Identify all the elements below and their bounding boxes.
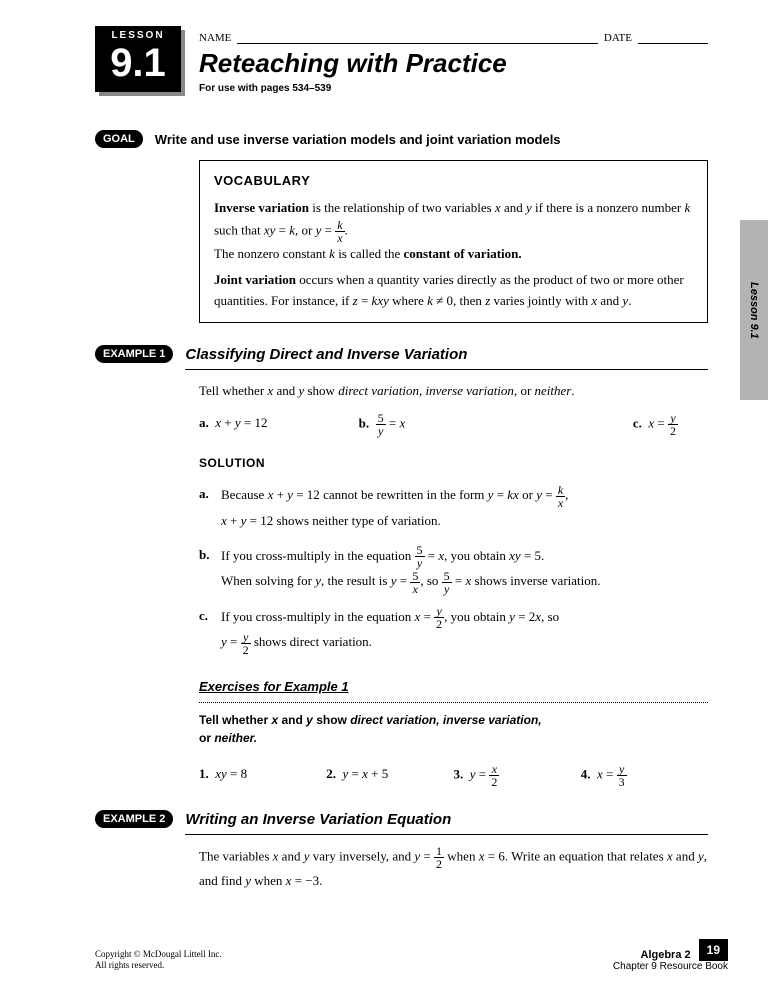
solution-title: SOLUTION [199, 453, 708, 473]
footer-right: Algebra 219 Chapter 9 Resource Book [613, 939, 728, 972]
vocab-line-1: Inverse variation is the relationship of… [214, 198, 693, 244]
lesson-box: LESSON 9.1 [95, 26, 181, 92]
example-2-title: Writing an Inverse Variation Equation [185, 810, 708, 835]
example-2-body: The variables x and y vary inversely, an… [199, 845, 708, 892]
date-label: DATE [604, 32, 632, 44]
side-tab: Lesson 9.1 [740, 220, 768, 400]
page-number: 19 [699, 939, 728, 961]
name-date-row: NAME DATE [199, 32, 708, 44]
example-1-title: Classifying Direct and Inverse Variation [185, 345, 708, 370]
goal-pill: GOAL [95, 130, 143, 148]
vocab-line-2: The nonzero constant k is called the con… [214, 244, 693, 265]
copyright: Copyright © McDougal Littell Inc.All rig… [95, 949, 222, 972]
name-label: NAME [199, 32, 231, 44]
solution-c: c. If you cross-multiply in the equation… [199, 605, 708, 656]
example-1-header: EXAMPLE 1 Classifying Direct and Inverse… [95, 345, 708, 370]
vocab-title: VOCABULARY [214, 171, 693, 192]
exercises-1-problems: 1. xy = 8 2. y = x + 5 3. y = x2 4. x = … [199, 763, 708, 788]
date-input-line[interactable] [638, 32, 708, 44]
example-1-problems: a. x + y = 12 b. 5y = x c. x = y2 [199, 412, 708, 437]
lesson-label: LESSON [95, 30, 181, 41]
page-subtitle: For use with pages 534–539 [199, 83, 708, 94]
goal-text: Write and use inverse variation models a… [155, 130, 561, 147]
footer: Copyright © McDougal Littell Inc.All rig… [95, 939, 728, 972]
solution-b: b. If you cross-multiply in the equation… [199, 544, 708, 595]
vocabulary-box: VOCABULARY Inverse variation is the rela… [199, 160, 708, 323]
example-1-intro: Tell whether x and y show direct variati… [199, 380, 708, 402]
example-2-pill: EXAMPLE 2 [95, 810, 173, 828]
exercises-1-title: Exercises for Example 1 [199, 676, 708, 703]
exercises-1-prompt: Tell whether x and y show direct variati… [199, 711, 708, 747]
solution-a: a. Because x + y = 12 cannot be rewritte… [199, 483, 708, 533]
page-title: Reteaching with Practice [199, 48, 708, 79]
example-1-pill: EXAMPLE 1 [95, 345, 173, 363]
lesson-number: 9.1 [95, 43, 181, 83]
vocab-line-3: Joint variation occurs when a quantity v… [214, 270, 693, 312]
goal-row: GOAL Write and use inverse variation mod… [95, 130, 708, 148]
example-2-header: EXAMPLE 2 Writing an Inverse Variation E… [95, 810, 708, 835]
name-input-line[interactable] [237, 32, 598, 44]
